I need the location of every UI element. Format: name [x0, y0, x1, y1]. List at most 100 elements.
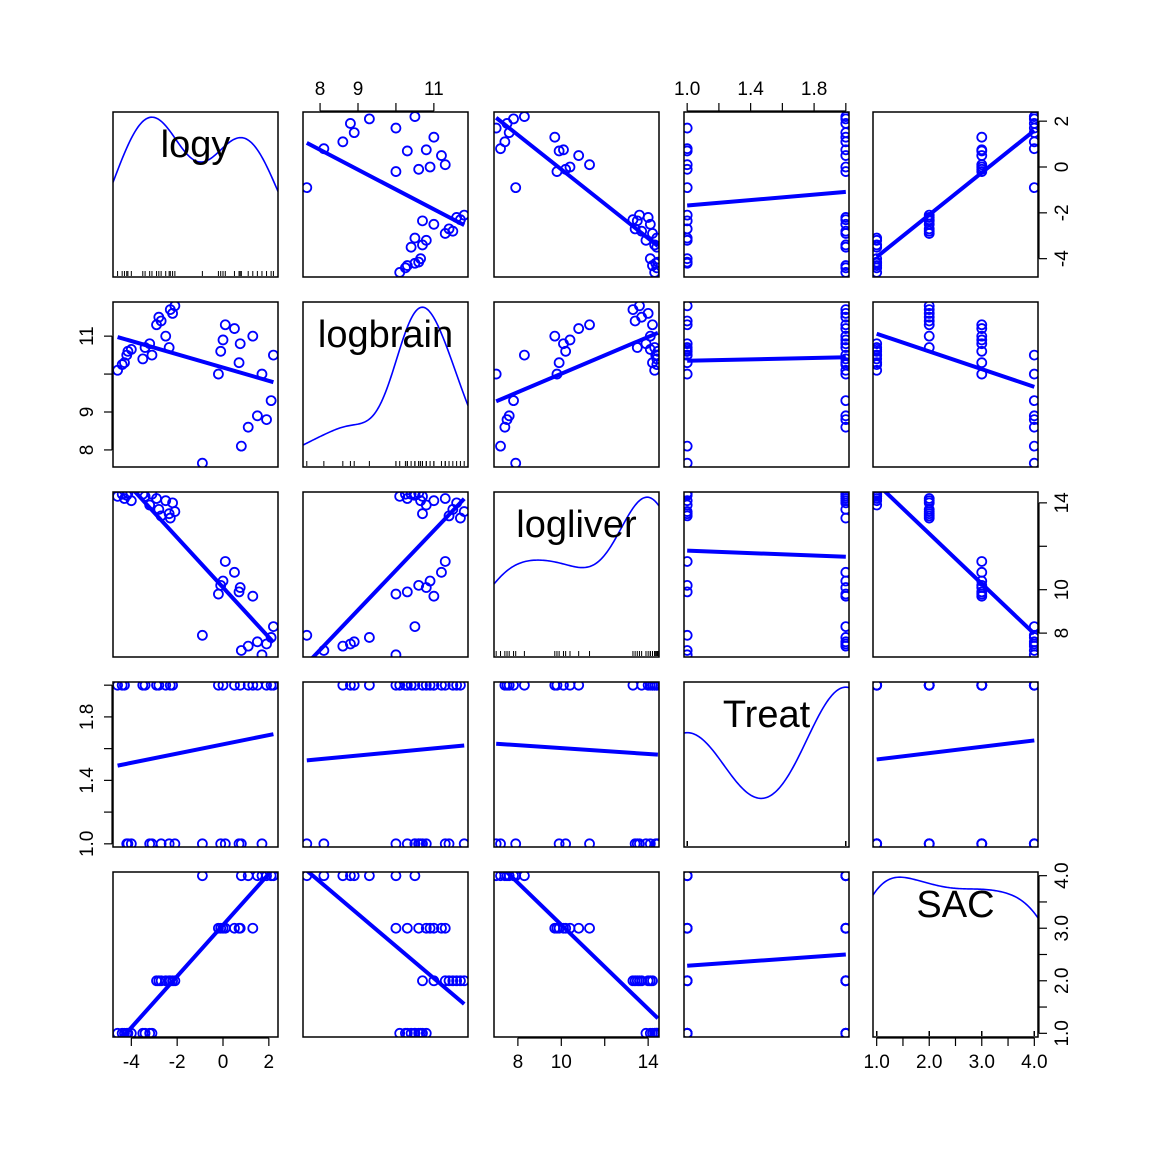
data-point — [840, 311, 849, 323]
data-point — [840, 621, 849, 633]
data-point — [560, 345, 572, 357]
tick-label: 2 — [1052, 116, 1073, 127]
regression-line — [305, 872, 466, 1006]
panels-layer: logy logbrain logliver Treat SAC — [112, 111, 1039, 1038]
data-point — [337, 640, 349, 652]
data-point — [976, 566, 988, 578]
data-point — [684, 215, 693, 227]
panel-content — [494, 302, 659, 467]
data-point — [684, 457, 693, 467]
data-point — [976, 319, 988, 331]
data-point — [873, 495, 883, 507]
data-point — [840, 414, 849, 425]
data-point — [840, 342, 849, 353]
data-point — [873, 838, 883, 847]
data-point — [873, 338, 883, 350]
data-point — [840, 638, 849, 650]
panel-logy-vs-logy: logy — [112, 111, 279, 278]
data-point — [303, 838, 313, 847]
panel-frame — [683, 871, 850, 1038]
data-point — [684, 159, 693, 171]
data-point — [424, 682, 436, 691]
data-point — [337, 136, 349, 148]
data-point — [584, 159, 595, 171]
data-point — [629, 315, 641, 327]
data-point — [139, 1027, 151, 1037]
data-point — [495, 440, 506, 452]
variable-name-logliver: logliver — [516, 504, 637, 546]
data-point — [873, 492, 883, 500]
tick-label: 3.0 — [1052, 915, 1073, 941]
data-point — [436, 922, 447, 934]
data-point — [261, 414, 272, 425]
data-point — [873, 357, 883, 369]
tick-label: 1.0 — [1052, 1020, 1073, 1046]
data-point — [684, 495, 693, 507]
regression-line — [876, 331, 1035, 389]
data-point — [401, 1027, 413, 1037]
data-point — [873, 364, 883, 376]
data-point — [873, 256, 883, 268]
data-point — [634, 838, 645, 847]
panel-logliver-vs-logy — [112, 491, 279, 658]
regression-line — [305, 141, 466, 227]
data-point — [651, 1027, 659, 1037]
data-point — [443, 510, 455, 522]
data-point — [1028, 349, 1038, 361]
data-point — [644, 838, 656, 847]
data-point — [651, 349, 659, 361]
data-point — [390, 649, 402, 657]
data-point — [247, 590, 259, 602]
data-point — [125, 344, 137, 355]
data-point — [684, 872, 693, 882]
data-point — [840, 212, 849, 223]
data-point — [549, 922, 561, 934]
data-point — [303, 182, 313, 194]
data-point — [455, 682, 466, 691]
top-axis-logbrain: 8 9 11 — [315, 79, 444, 112]
panel-logy-vs-Treat — [683, 111, 850, 278]
data-point — [415, 253, 426, 265]
panel-content — [873, 682, 1038, 847]
data-point — [651, 838, 659, 847]
data-point — [840, 150, 849, 161]
data-point — [447, 682, 459, 691]
data-point — [558, 144, 569, 156]
data-point — [518, 682, 530, 691]
panel-frame — [493, 491, 660, 658]
data-point — [508, 113, 519, 125]
panel-frame — [112, 301, 279, 468]
data-point — [413, 579, 425, 591]
data-point — [234, 338, 246, 350]
data-point — [684, 922, 693, 934]
data-point — [495, 838, 506, 847]
data-point — [363, 113, 375, 125]
panel-frame — [683, 681, 850, 848]
data-point — [348, 682, 360, 691]
panel-frame — [302, 491, 469, 658]
tick-label: 8 — [315, 79, 326, 100]
data-point — [363, 632, 375, 643]
data-point — [439, 838, 451, 847]
data-point — [363, 682, 375, 691]
data-point — [409, 682, 421, 691]
data-point — [976, 323, 988, 334]
data-point — [510, 457, 522, 467]
regression-line — [117, 732, 274, 768]
data-point — [840, 421, 849, 433]
data-point — [417, 682, 428, 691]
data-point — [409, 1027, 421, 1037]
panel-logbrain-vs-Treat — [683, 301, 850, 468]
panel-frame — [872, 301, 1039, 468]
data-point — [409, 112, 421, 122]
data-point — [549, 330, 561, 342]
panel-frame — [302, 681, 469, 848]
panel-Treat-vs-logliver — [493, 681, 660, 848]
data-point — [976, 345, 988, 357]
data-point — [923, 330, 935, 342]
tick-label: 1.0 — [863, 1052, 889, 1073]
data-point — [169, 302, 181, 312]
data-point — [417, 508, 428, 520]
data-point — [684, 338, 693, 350]
